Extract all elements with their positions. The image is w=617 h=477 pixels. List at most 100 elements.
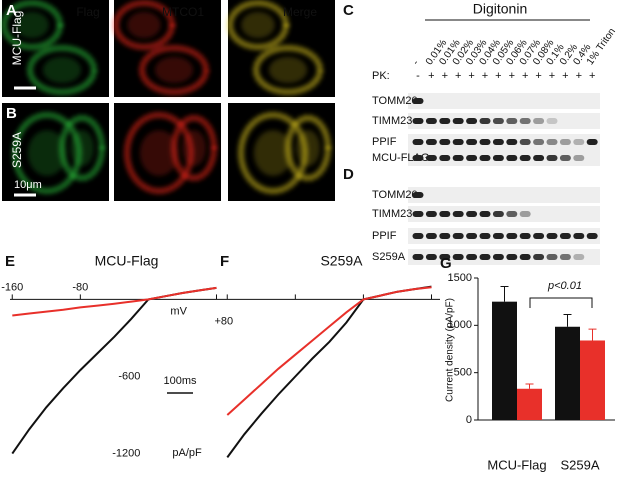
bar bbox=[492, 301, 517, 420]
band bbox=[533, 254, 545, 260]
band bbox=[506, 118, 518, 124]
cell bbox=[59, 115, 105, 181]
cell bbox=[227, 0, 289, 50]
bar bbox=[580, 340, 605, 420]
band bbox=[559, 254, 571, 260]
band bbox=[479, 254, 491, 260]
band bbox=[519, 118, 531, 124]
band bbox=[452, 211, 464, 217]
band bbox=[439, 118, 451, 124]
y-unit: pA/pF bbox=[172, 447, 202, 459]
band bbox=[533, 233, 545, 239]
pk-sign: + bbox=[482, 70, 488, 82]
blot-strip bbox=[408, 113, 600, 129]
cell bbox=[1, 0, 63, 50]
western-blots: CDDigitonin--0.01%+0.01%+0.02%+0.03%+0.0… bbox=[343, 1, 617, 265]
blot-strip bbox=[408, 249, 600, 265]
cells bbox=[12, 112, 105, 194]
cell bbox=[285, 115, 331, 181]
band bbox=[412, 233, 424, 239]
cell bbox=[171, 115, 217, 181]
band bbox=[559, 139, 571, 145]
band bbox=[506, 233, 518, 239]
pk-sign: + bbox=[428, 70, 434, 82]
band bbox=[425, 139, 437, 145]
band bbox=[412, 192, 424, 198]
panel-label: E bbox=[5, 253, 15, 270]
pk-sign: + bbox=[495, 70, 501, 82]
blot-row-label: TOMM20 bbox=[372, 95, 418, 107]
x-tick-label: -160 bbox=[1, 281, 23, 293]
band bbox=[586, 139, 598, 145]
band bbox=[466, 139, 478, 145]
band bbox=[439, 254, 451, 260]
band bbox=[452, 254, 464, 260]
cells bbox=[1, 0, 97, 95]
band bbox=[452, 155, 464, 161]
band bbox=[492, 254, 504, 260]
band bbox=[425, 118, 437, 124]
x-unit: mV bbox=[170, 305, 187, 317]
channel-label: Merge bbox=[283, 5, 317, 19]
band bbox=[412, 139, 424, 145]
band bbox=[452, 233, 464, 239]
blot-strip bbox=[408, 134, 600, 150]
charts: E MCU-Flag -160 -80 +80 -600 -1200 mV pA/pF 100ms… bbox=[1, 253, 615, 472]
band bbox=[492, 155, 504, 161]
panel-label: G bbox=[440, 255, 452, 272]
pk-sign: + bbox=[576, 70, 582, 82]
band bbox=[439, 155, 451, 161]
band bbox=[492, 211, 504, 217]
cell-fill bbox=[70, 130, 94, 166]
row-label: MCU-Flag bbox=[10, 11, 24, 66]
band bbox=[412, 155, 424, 161]
blot-row-label: TOMM20 bbox=[372, 189, 418, 201]
band bbox=[586, 233, 598, 239]
blot-row-label: TIMM23 bbox=[372, 208, 412, 220]
iv-trace bbox=[226, 285, 432, 458]
significance-bracket bbox=[529, 297, 593, 308]
pk-sign: + bbox=[455, 70, 461, 82]
band bbox=[546, 118, 558, 124]
y-tick-label: 500 bbox=[454, 367, 472, 379]
cell-fill bbox=[42, 56, 82, 84]
band bbox=[412, 254, 424, 260]
band bbox=[412, 118, 424, 124]
significance-label: p<0.01 bbox=[547, 280, 582, 292]
band bbox=[425, 233, 437, 239]
cells bbox=[227, 0, 323, 95]
error-bar bbox=[500, 286, 509, 302]
band bbox=[506, 211, 518, 217]
cell bbox=[139, 45, 209, 95]
band bbox=[439, 211, 451, 217]
y-tick-label: -600 bbox=[118, 370, 140, 382]
band bbox=[506, 155, 518, 161]
cell-fill bbox=[139, 130, 179, 176]
band bbox=[519, 233, 531, 239]
pk-label: PK: bbox=[372, 70, 390, 82]
band bbox=[546, 139, 558, 145]
channel-label: MTCO1 bbox=[162, 5, 204, 19]
bar bbox=[555, 326, 580, 420]
scale-label: 10μm bbox=[14, 179, 42, 191]
band bbox=[533, 118, 545, 124]
band bbox=[492, 233, 504, 239]
blot-strip bbox=[408, 228, 600, 244]
band bbox=[466, 155, 478, 161]
time-scale-label: 100ms bbox=[163, 375, 197, 387]
band bbox=[492, 139, 504, 145]
panel-label: B bbox=[6, 105, 17, 122]
blot-strip bbox=[408, 206, 600, 222]
band bbox=[479, 155, 491, 161]
chart-title: S259A bbox=[320, 253, 363, 269]
blot-strip bbox=[408, 150, 600, 166]
x-tick-label: MCU-Flag bbox=[487, 457, 546, 472]
pk-sign: + bbox=[522, 70, 528, 82]
y-tick-label: 1000 bbox=[448, 319, 472, 331]
pk-sign: + bbox=[549, 70, 555, 82]
pk-sign: + bbox=[589, 70, 595, 82]
band bbox=[412, 211, 424, 217]
pk-sign: - bbox=[416, 70, 420, 82]
error-bar bbox=[563, 313, 572, 327]
band bbox=[573, 254, 585, 260]
